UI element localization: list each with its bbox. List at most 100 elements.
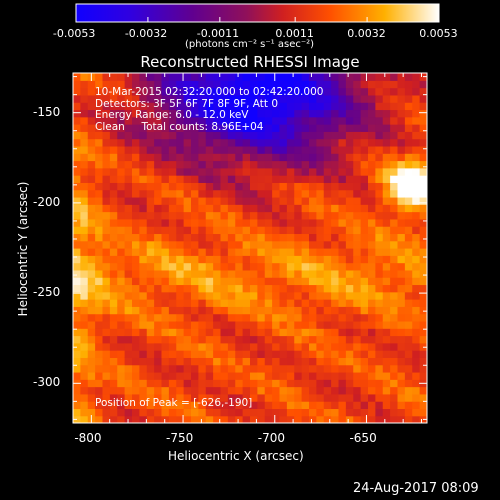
heatmap-cell — [139, 342, 148, 351]
heatmap-cell — [250, 328, 258, 337]
heatmap-cell — [139, 357, 148, 366]
heatmap-cell — [294, 269, 303, 278]
heatmap-cell — [279, 415, 288, 423]
heatmap-cell — [323, 80, 332, 89]
heatmap-cell — [73, 313, 81, 322]
heatmap-cell — [264, 269, 273, 278]
heatmap-cell — [272, 357, 281, 366]
heatmap-cell — [338, 313, 347, 322]
heatmap-cell — [309, 291, 317, 300]
heatmap-cell — [404, 401, 413, 410]
heatmap-cell — [242, 189, 251, 198]
heatmap-cell — [419, 80, 427, 89]
heatmap-cell — [191, 335, 199, 344]
heatmap-cell — [95, 284, 104, 293]
heatmap-cell — [368, 94, 376, 103]
heatmap-cell — [279, 328, 288, 337]
heatmap-cell — [124, 335, 133, 344]
heatmap-cell — [146, 131, 155, 140]
heatmap-cell — [139, 335, 148, 344]
heatmap-cell — [109, 145, 118, 154]
heatmap-cell — [191, 401, 199, 410]
heatmap-cell — [176, 371, 185, 380]
heatmap-cell — [132, 269, 140, 278]
heatmap-cell — [316, 189, 325, 198]
heatmap-cell — [412, 218, 421, 227]
heatmap-cell — [316, 408, 325, 417]
heatmap-cell — [375, 401, 384, 410]
heatmap-cell — [95, 145, 104, 154]
heatmap-cell — [412, 262, 421, 271]
heatmap-cell — [316, 87, 325, 96]
heatmap-cell — [257, 145, 266, 154]
x-axis-title: Heliocentric X (arcsec) — [168, 449, 304, 463]
heatmap-cell — [242, 73, 251, 81]
heatmap-cell — [102, 299, 111, 307]
heatmap-cell — [132, 175, 140, 183]
heatmap-cell — [345, 80, 354, 89]
heatmap-cell — [250, 233, 258, 242]
y-axis-title: Heliocentric Y (arcsec) — [16, 181, 30, 317]
heatmap-cell — [309, 94, 317, 103]
heatmap-cell — [264, 379, 273, 388]
heatmap-cell — [279, 313, 288, 322]
heatmap-cell — [168, 320, 177, 329]
heatmap-cell — [124, 291, 133, 300]
heatmap-cell — [95, 73, 104, 81]
heatmap-cell — [316, 415, 325, 423]
heatmap-cell — [235, 175, 244, 183]
heatmap-cell — [176, 284, 185, 293]
heatmap-cell — [382, 386, 391, 395]
heatmap-cell — [331, 262, 340, 271]
heatmap-cell — [198, 153, 207, 162]
heatmap-cell — [360, 87, 369, 96]
heatmap-cell — [316, 299, 325, 307]
heatmap-cell — [375, 102, 384, 111]
heatmap-cell — [301, 153, 310, 162]
heatmap-cell — [301, 102, 310, 111]
heatmap-cell — [191, 145, 199, 154]
heatmap-cell — [272, 131, 281, 140]
heatmap-cell — [235, 145, 244, 154]
heatmap-cell — [309, 211, 317, 220]
heatmap-cell — [220, 284, 229, 293]
heatmap-cell — [102, 211, 111, 220]
heatmap-cell — [323, 240, 332, 249]
heatmap-cell — [419, 320, 427, 329]
heatmap-cell — [250, 371, 258, 380]
heatmap-cell — [382, 240, 391, 249]
heatmap-cell — [338, 371, 347, 380]
heatmap-cell — [345, 415, 354, 423]
heatmap-cell — [124, 167, 133, 176]
heatmap-cell — [139, 262, 148, 271]
heatmap-cell — [316, 386, 325, 395]
heatmap-cell — [198, 335, 207, 344]
heatmap-cell — [124, 73, 133, 81]
heatmap-cell — [198, 393, 207, 402]
heatmap-cell — [213, 131, 222, 140]
heatmap-cell — [368, 182, 376, 191]
heatmap-cell — [279, 291, 288, 300]
heatmap-cell — [235, 116, 244, 125]
heatmap-cell — [213, 94, 222, 103]
heatmap-cell — [345, 102, 354, 111]
heatmap-cell — [390, 240, 399, 249]
heatmap-cell — [316, 335, 325, 344]
heatmap-cell — [404, 124, 413, 132]
heatmap-cell — [419, 182, 427, 191]
heatmap-cell — [146, 196, 155, 205]
heatmap-cell — [205, 218, 214, 227]
heatmap-cell — [139, 386, 148, 395]
heatmap-cell — [235, 182, 244, 191]
heatmap-cell — [360, 189, 369, 198]
heatmap-cell — [257, 211, 266, 220]
heatmap-cell — [360, 342, 369, 351]
heatmap-cell — [102, 248, 111, 256]
heatmap-cell — [316, 357, 325, 366]
heatmap-cell — [154, 87, 163, 96]
heatmap-cell — [375, 145, 384, 154]
heatmap-cell — [294, 153, 303, 162]
heatmap-cell — [124, 342, 133, 351]
heatmap-cell — [375, 306, 384, 315]
heatmap-cell — [168, 335, 177, 344]
